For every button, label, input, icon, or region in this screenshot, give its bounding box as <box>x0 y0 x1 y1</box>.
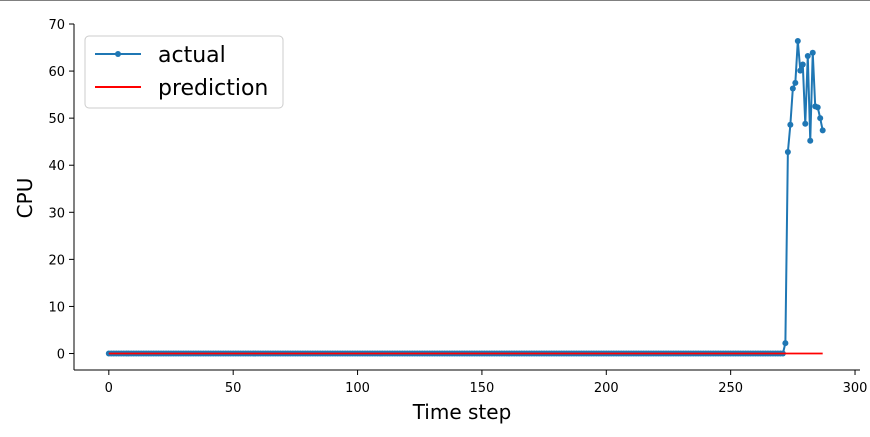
x-tick-label: 150 <box>470 381 495 396</box>
series-actual-point <box>799 61 806 68</box>
series-actual-point <box>814 104 821 111</box>
x-tick-label: 50 <box>225 381 242 396</box>
y-tick-label: 40 <box>48 159 65 174</box>
y-tick-label: 60 <box>48 65 65 80</box>
legend-prediction-label: prediction <box>158 76 268 101</box>
series-actual-point <box>802 120 809 127</box>
series-actual-point <box>784 149 791 156</box>
legend-actual-label: actual <box>158 43 226 68</box>
series-actual-point <box>817 115 824 122</box>
x-tick-label: 300 <box>843 381 868 396</box>
series-actual-point <box>797 67 804 74</box>
series-layer <box>105 37 826 357</box>
series-actual-point <box>787 121 794 128</box>
legend: actual prediction <box>84 35 284 109</box>
series-actual-point <box>782 340 789 347</box>
series-actual-point <box>789 85 796 92</box>
series-actual-point <box>819 127 826 134</box>
series-actual-point <box>809 49 816 56</box>
series-actual-point <box>804 53 811 60</box>
x-tick-label: 0 <box>105 381 113 396</box>
x-ticks: 0 50 100 150 200 250 300 <box>105 370 868 396</box>
y-tick-label: 50 <box>48 112 65 127</box>
y-tick-label: 70 <box>48 18 65 33</box>
y-axis-title: CPU <box>13 178 37 219</box>
x-tick-label: 200 <box>594 381 619 396</box>
x-tick-label: 250 <box>718 381 743 396</box>
y-tick-label: 10 <box>48 300 65 315</box>
y-ticks: 0 10 20 30 40 50 60 70 <box>48 18 74 363</box>
y-tick-label: 20 <box>48 253 65 268</box>
x-axis-title: Time step <box>412 400 512 424</box>
y-tick-label: 0 <box>57 348 65 363</box>
series-actual-point <box>807 137 814 144</box>
y-tick-label: 30 <box>48 206 65 221</box>
series-actual-point <box>792 79 799 86</box>
legend-actual-marker <box>115 51 121 57</box>
series-actual-point <box>794 37 801 44</box>
x-tick-label: 100 <box>345 381 370 396</box>
plot-area: 0 50 100 150 200 250 300 0 10 20 30 40 50 60 70 <box>48 18 867 396</box>
